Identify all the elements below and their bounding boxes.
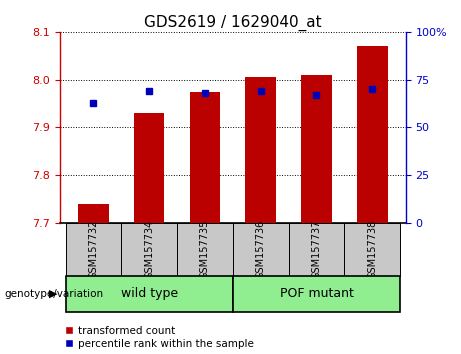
Text: POF mutant: POF mutant [279,287,354,300]
Bar [289,223,344,276]
Bar [301,75,332,223]
Bar [65,223,121,276]
Text: genotype/variation: genotype/variation [5,289,104,299]
Bar [344,223,400,276]
Text: GSM157734: GSM157734 [144,220,154,279]
Bar [189,92,220,223]
Bar [121,223,177,276]
Text: GSM157737: GSM157737 [312,220,321,279]
Text: ▶: ▶ [49,289,58,299]
Text: GSM157732: GSM157732 [89,220,98,279]
Bar [65,276,233,312]
Bar [177,223,233,276]
Bar [245,77,276,223]
Legend: transformed count, percentile rank within the sample: transformed count, percentile rank withi… [65,326,254,349]
Text: GSM157736: GSM157736 [256,220,266,279]
Text: GSM157735: GSM157735 [200,220,210,279]
Bar [233,276,400,312]
Bar [78,204,109,223]
Bar [233,223,289,276]
Bar [134,113,165,223]
Text: wild type: wild type [121,287,178,300]
Bar [357,46,388,223]
Title: GDS2619 / 1629040_at: GDS2619 / 1629040_at [144,14,322,30]
Text: GSM157738: GSM157738 [367,220,377,279]
